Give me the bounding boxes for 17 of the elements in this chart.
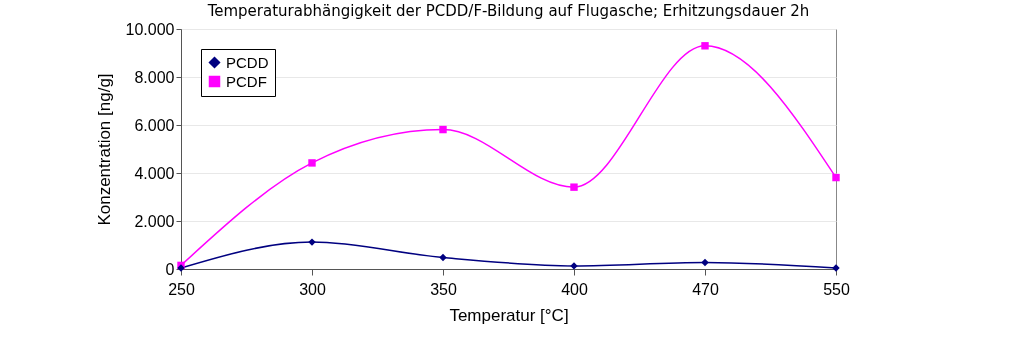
chart-title: Temperaturabhängigkeit der PCDD/F-Bildung auf Flugasche; Erhitzungsdauer 2h	[206, 2, 810, 20]
x-tick-label: 550	[823, 280, 850, 298]
y-tick-label: 8.000	[134, 68, 175, 86]
x-axis-title: Temperatur [°C]	[449, 305, 569, 325]
y-tick-label: 10.000	[125, 20, 175, 38]
legend-label: PCDF	[226, 72, 267, 90]
x-tick-label: 400	[561, 280, 588, 298]
x-tick-label: 350	[430, 280, 457, 298]
x-tick-label: 470	[692, 280, 719, 298]
y-tick-label: 2.000	[134, 212, 175, 230]
y-axis-title: Konzentration [ng/g]	[94, 73, 114, 226]
legend-label: PCDD	[226, 53, 269, 71]
x-tick-label: 300	[299, 280, 326, 298]
x-tick-label: 250	[168, 280, 195, 298]
y-tick-label: 6.000	[134, 116, 175, 134]
y-tick-label: 0	[165, 260, 175, 278]
y-tick-label: 4.000	[134, 164, 175, 182]
